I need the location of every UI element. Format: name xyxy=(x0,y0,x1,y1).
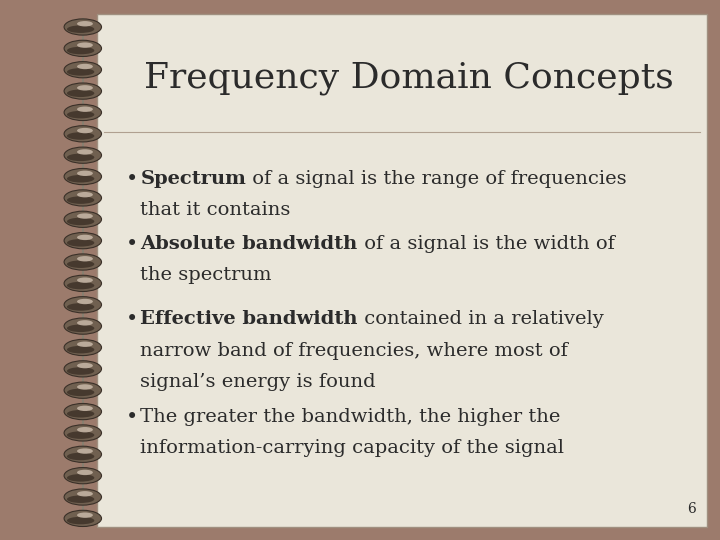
Ellipse shape xyxy=(67,389,94,396)
Ellipse shape xyxy=(77,192,93,198)
Ellipse shape xyxy=(67,303,94,310)
Ellipse shape xyxy=(77,512,93,518)
Ellipse shape xyxy=(67,111,94,118)
Ellipse shape xyxy=(77,427,93,433)
Text: contained in a relatively: contained in a relatively xyxy=(358,310,603,328)
Ellipse shape xyxy=(67,218,94,225)
Ellipse shape xyxy=(64,361,102,377)
Text: The greater the bandwidth, the higher the: The greater the bandwidth, the higher th… xyxy=(140,408,561,426)
Ellipse shape xyxy=(64,104,102,120)
Ellipse shape xyxy=(64,403,102,420)
Text: Frequency Domain Concepts: Frequency Domain Concepts xyxy=(144,62,674,95)
Ellipse shape xyxy=(67,325,94,332)
Ellipse shape xyxy=(77,213,93,219)
Ellipse shape xyxy=(67,90,94,97)
Ellipse shape xyxy=(67,410,94,417)
Text: •: • xyxy=(126,235,138,254)
Ellipse shape xyxy=(77,256,93,261)
Ellipse shape xyxy=(67,260,94,268)
Ellipse shape xyxy=(67,367,94,375)
FancyBboxPatch shape xyxy=(97,14,707,526)
Text: 6: 6 xyxy=(688,502,696,516)
Ellipse shape xyxy=(64,126,102,142)
Text: •: • xyxy=(126,408,138,427)
Text: •: • xyxy=(126,170,138,189)
Ellipse shape xyxy=(77,278,93,283)
Ellipse shape xyxy=(77,363,93,368)
Ellipse shape xyxy=(64,233,102,249)
Ellipse shape xyxy=(77,235,93,240)
Ellipse shape xyxy=(67,453,94,460)
Ellipse shape xyxy=(64,425,102,441)
Ellipse shape xyxy=(77,448,93,454)
Ellipse shape xyxy=(77,384,93,390)
Ellipse shape xyxy=(64,446,102,462)
Ellipse shape xyxy=(77,149,93,154)
Text: Spectrum: Spectrum xyxy=(140,170,246,188)
Ellipse shape xyxy=(64,211,102,227)
Ellipse shape xyxy=(64,190,102,206)
Text: of a signal is the width of: of a signal is the width of xyxy=(358,235,615,253)
Text: Absolute bandwidth: Absolute bandwidth xyxy=(140,235,358,253)
Ellipse shape xyxy=(64,40,102,57)
Ellipse shape xyxy=(67,175,94,183)
Ellipse shape xyxy=(64,296,102,313)
Text: that it contains: that it contains xyxy=(140,201,291,219)
Ellipse shape xyxy=(77,299,93,304)
Ellipse shape xyxy=(64,468,102,484)
Ellipse shape xyxy=(67,132,94,140)
Ellipse shape xyxy=(77,106,93,112)
Text: information-carrying capacity of the signal: information-carrying capacity of the sig… xyxy=(140,439,564,457)
Ellipse shape xyxy=(64,62,102,78)
Ellipse shape xyxy=(77,64,93,69)
Ellipse shape xyxy=(77,43,93,48)
Text: narrow band of frequencies, where most of: narrow band of frequencies, where most o… xyxy=(140,342,568,360)
Ellipse shape xyxy=(67,282,94,289)
Text: signal’s energy is found: signal’s energy is found xyxy=(140,373,376,391)
Ellipse shape xyxy=(67,495,94,503)
Ellipse shape xyxy=(64,147,102,163)
Ellipse shape xyxy=(64,510,102,526)
Ellipse shape xyxy=(77,406,93,411)
Ellipse shape xyxy=(77,85,93,91)
Ellipse shape xyxy=(77,470,93,475)
Ellipse shape xyxy=(77,341,93,347)
Ellipse shape xyxy=(64,254,102,270)
Text: •: • xyxy=(126,310,138,329)
Text: the spectrum: the spectrum xyxy=(140,266,272,284)
Ellipse shape xyxy=(67,239,94,247)
Ellipse shape xyxy=(67,431,94,439)
Ellipse shape xyxy=(77,128,93,133)
Ellipse shape xyxy=(67,474,94,482)
Ellipse shape xyxy=(67,47,94,55)
Ellipse shape xyxy=(67,517,94,524)
Ellipse shape xyxy=(64,168,102,185)
Ellipse shape xyxy=(77,320,93,326)
Text: of a signal is the range of frequencies: of a signal is the range of frequencies xyxy=(246,170,627,188)
Ellipse shape xyxy=(67,346,94,353)
Ellipse shape xyxy=(67,68,94,76)
Ellipse shape xyxy=(67,197,94,204)
Ellipse shape xyxy=(77,491,93,496)
Ellipse shape xyxy=(64,275,102,292)
Ellipse shape xyxy=(67,25,94,33)
Ellipse shape xyxy=(64,489,102,505)
Ellipse shape xyxy=(64,339,102,355)
Ellipse shape xyxy=(64,382,102,399)
Ellipse shape xyxy=(77,171,93,176)
Ellipse shape xyxy=(64,318,102,334)
Ellipse shape xyxy=(64,83,102,99)
Text: Effective bandwidth: Effective bandwidth xyxy=(140,310,358,328)
Ellipse shape xyxy=(64,19,102,35)
Ellipse shape xyxy=(77,21,93,26)
Ellipse shape xyxy=(67,153,94,161)
